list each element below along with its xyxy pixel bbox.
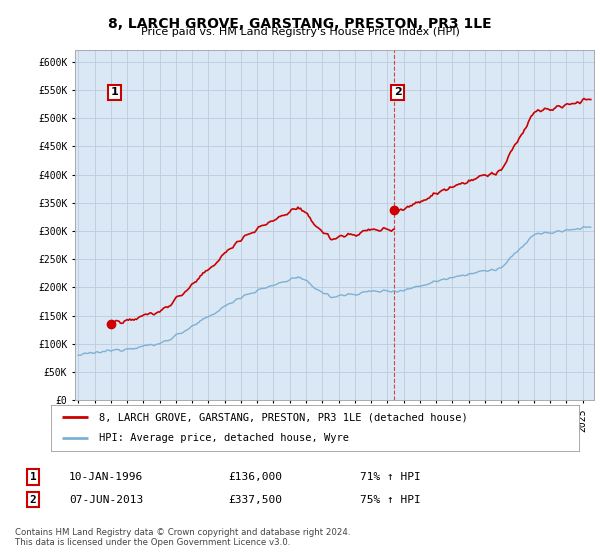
Text: 2: 2 [394,87,401,97]
Text: 07-JUN-2013: 07-JUN-2013 [69,494,143,505]
Text: £136,000: £136,000 [228,472,282,482]
Text: 8, LARCH GROVE, GARSTANG, PRESTON, PR3 1LE: 8, LARCH GROVE, GARSTANG, PRESTON, PR3 1… [108,17,492,31]
Text: Contains HM Land Registry data © Crown copyright and database right 2024.
This d: Contains HM Land Registry data © Crown c… [15,528,350,547]
Text: 2: 2 [29,494,37,505]
Text: HPI: Average price, detached house, Wyre: HPI: Average price, detached house, Wyre [98,433,349,444]
Text: 1: 1 [29,472,37,482]
Text: Price paid vs. HM Land Registry's House Price Index (HPI): Price paid vs. HM Land Registry's House … [140,27,460,37]
Text: 71% ↑ HPI: 71% ↑ HPI [360,472,421,482]
Text: 75% ↑ HPI: 75% ↑ HPI [360,494,421,505]
Text: 10-JAN-1996: 10-JAN-1996 [69,472,143,482]
Text: £337,500: £337,500 [228,494,282,505]
Text: 8, LARCH GROVE, GARSTANG, PRESTON, PR3 1LE (detached house): 8, LARCH GROVE, GARSTANG, PRESTON, PR3 1… [98,412,467,422]
Text: 1: 1 [110,87,118,97]
